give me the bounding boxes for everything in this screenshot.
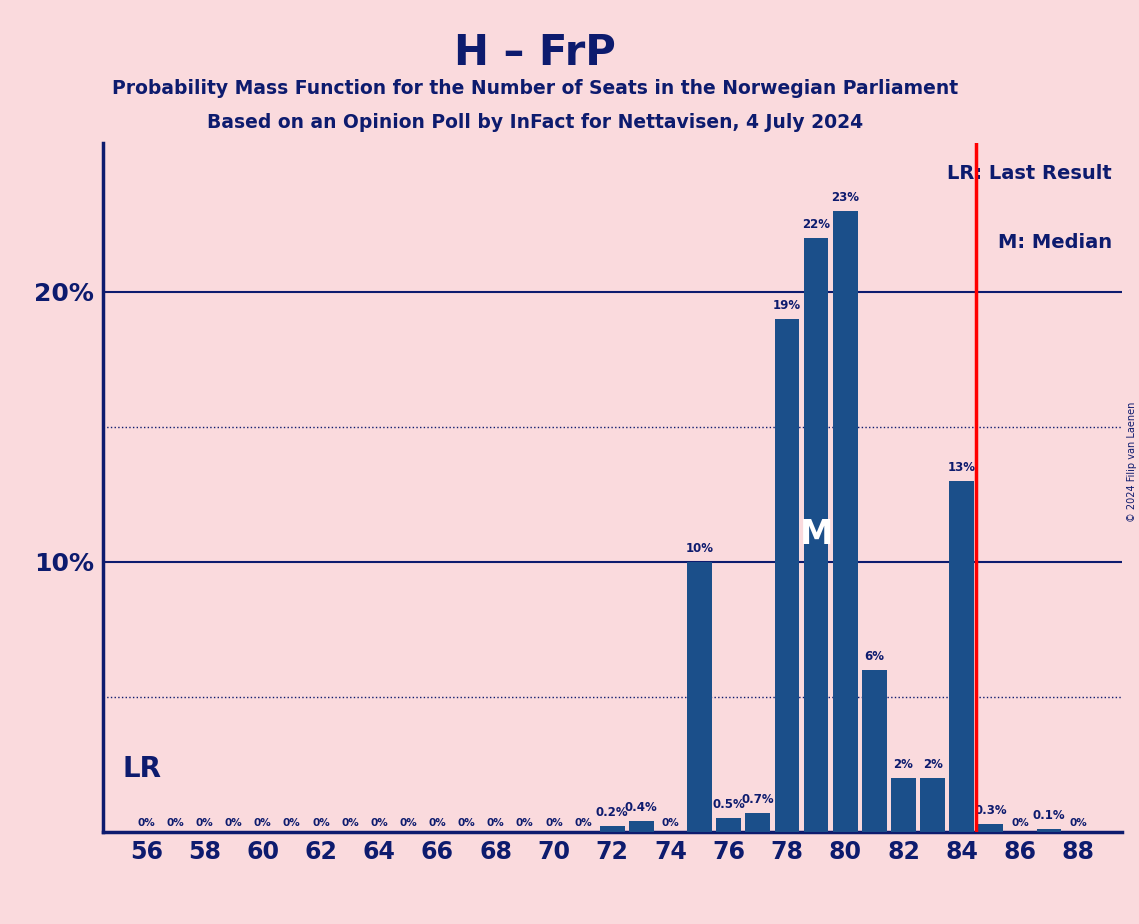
Text: 0%: 0% [282, 818, 301, 828]
Bar [716, 818, 741, 832]
Text: M: Median: M: Median [998, 233, 1112, 251]
Bar [920, 778, 945, 832]
Text: 19%: 19% [773, 299, 801, 312]
Text: 0%: 0% [370, 818, 388, 828]
Text: 0%: 0% [458, 818, 475, 828]
Bar [978, 823, 1003, 832]
Bar [804, 237, 828, 832]
Bar [629, 821, 654, 832]
Text: LR: LR [123, 755, 162, 783]
Bar [775, 319, 800, 832]
Text: 0%: 0% [254, 818, 271, 828]
Bar [833, 211, 858, 832]
Text: 23%: 23% [831, 191, 859, 204]
Text: Based on an Opinion Poll by InFact for Nettavisen, 4 July 2024: Based on an Opinion Poll by InFact for N… [207, 113, 863, 132]
Text: 0%: 0% [546, 818, 563, 828]
Text: H – FrP: H – FrP [454, 32, 616, 74]
Text: M: M [800, 518, 833, 551]
Text: 0%: 0% [224, 818, 243, 828]
Text: 0.2%: 0.2% [596, 807, 629, 820]
Text: 0.5%: 0.5% [712, 798, 745, 811]
Text: 0%: 0% [1011, 818, 1029, 828]
Text: 2%: 2% [923, 758, 943, 771]
Text: LR: Last Result: LR: Last Result [947, 164, 1112, 183]
Text: 6%: 6% [865, 650, 884, 663]
Bar [745, 813, 770, 832]
Bar [891, 778, 916, 832]
Text: 0%: 0% [400, 818, 417, 828]
Bar [600, 826, 624, 832]
Text: 0%: 0% [486, 818, 505, 828]
Text: 0%: 0% [138, 818, 155, 828]
Text: 0.7%: 0.7% [741, 793, 775, 806]
Text: 0%: 0% [342, 818, 359, 828]
Text: Probability Mass Function for the Number of Seats in the Norwegian Parliament: Probability Mass Function for the Number… [113, 79, 958, 98]
Text: 0%: 0% [574, 818, 592, 828]
Text: 0%: 0% [196, 818, 213, 828]
Text: 0%: 0% [312, 818, 330, 828]
Bar [862, 670, 887, 832]
Text: 0%: 0% [166, 818, 185, 828]
Text: 0%: 0% [516, 818, 534, 828]
Bar [687, 562, 712, 832]
Bar [1036, 829, 1062, 832]
Text: 2%: 2% [893, 758, 913, 771]
Text: 10%: 10% [686, 541, 714, 555]
Text: 0.4%: 0.4% [625, 801, 657, 814]
Text: 0.3%: 0.3% [975, 804, 1007, 817]
Text: 0%: 0% [428, 818, 446, 828]
Text: 0%: 0% [1070, 818, 1087, 828]
Text: 0.1%: 0.1% [1033, 809, 1065, 822]
Bar [949, 480, 974, 832]
Text: © 2024 Filip van Laenen: © 2024 Filip van Laenen [1126, 402, 1137, 522]
Text: 0%: 0% [662, 818, 679, 828]
Text: 22%: 22% [802, 218, 830, 231]
Text: 13%: 13% [948, 461, 976, 474]
